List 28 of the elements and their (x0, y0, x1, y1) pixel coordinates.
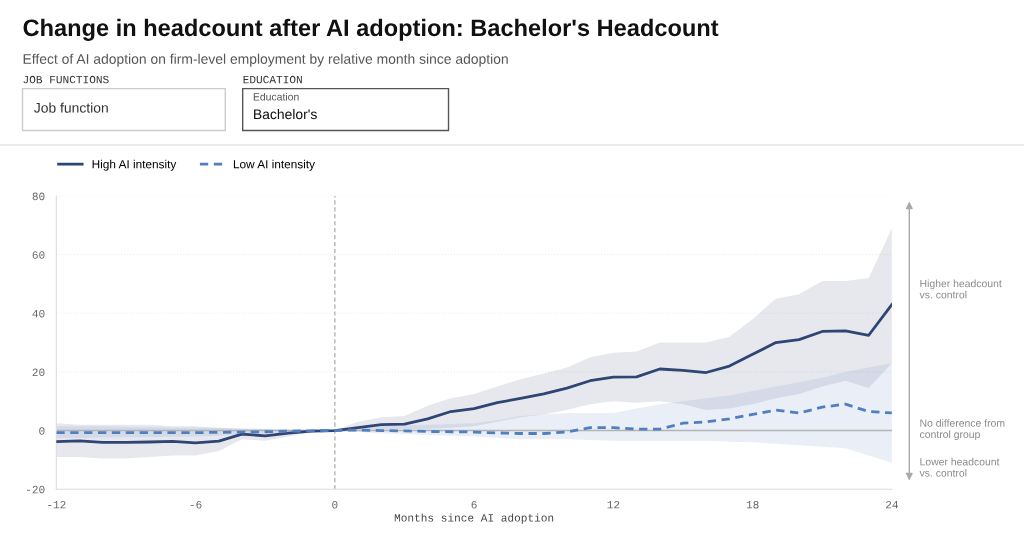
text: Education (253, 92, 299, 101)
legend-label: High AI intensity (92, 159, 177, 171)
y-tick-label: 80 (32, 192, 45, 201)
chart-title: Change in headcount after AI adoption: Bachelor's Headcount (23, 18, 719, 41)
line-series (56, 303, 892, 445)
y-tick-label: -20 (27, 485, 45, 494)
text: Higher headcount vs. control (919, 279, 1002, 299)
text: EDUCATION (243, 75, 302, 84)
chart-subtitle: Effect of AI adoption on firm-level employment by relative month since adoption (23, 53, 508, 67)
text: Lower headcount vs. control (919, 457, 1000, 477)
text: No difference from control group (919, 419, 1005, 441)
x-tick-label: 18 (746, 500, 759, 509)
y-tick-label: 60 (32, 251, 45, 259)
text: Bachelor's (254, 108, 317, 120)
legend-label: Low AI intensity (233, 159, 315, 171)
line-series (56, 402, 892, 435)
x-tick-label: -12 (48, 500, 66, 509)
y-tick-label: 0 (39, 427, 45, 435)
x-tick-label: 6 (471, 500, 477, 509)
x-tick-label: -6 (190, 500, 202, 509)
x-tick-label: 12 (607, 500, 620, 509)
x-axis-title: Months since AI adoption (394, 513, 554, 524)
y-tick-label: 20 (32, 368, 45, 377)
text: JOB FUNCTIONS (23, 75, 109, 84)
text: Job function (34, 102, 108, 113)
y-tick-label: 40 (32, 309, 45, 318)
x-tick-label: 24 (886, 500, 899, 509)
x-tick-label: 0 (332, 500, 338, 509)
